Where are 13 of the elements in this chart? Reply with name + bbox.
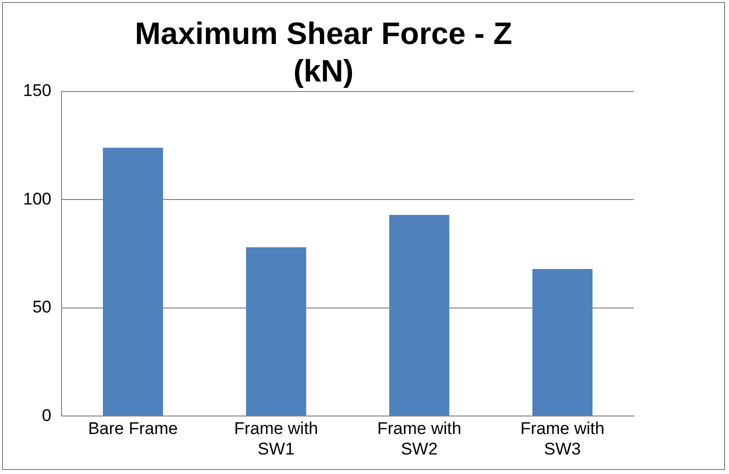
y-tick-label: 50	[32, 298, 52, 317]
bar	[532, 268, 592, 416]
x-tick-label: Frame with SW1	[234, 419, 318, 458]
x-tick-label: Frame with SW3	[520, 419, 604, 458]
bar	[246, 247, 306, 416]
bar	[389, 214, 450, 416]
x-tick-label: Frame with SW2	[377, 419, 462, 458]
bar	[102, 148, 164, 416]
y-tick-label: 150	[22, 81, 52, 100]
chart-title: Maximum Shear Force - Z (kN)	[134, 16, 512, 88]
y-tick-label: 0	[42, 406, 52, 425]
x-tick-label: Bare Frame	[88, 419, 178, 438]
y-tick-label: 100	[22, 189, 52, 208]
